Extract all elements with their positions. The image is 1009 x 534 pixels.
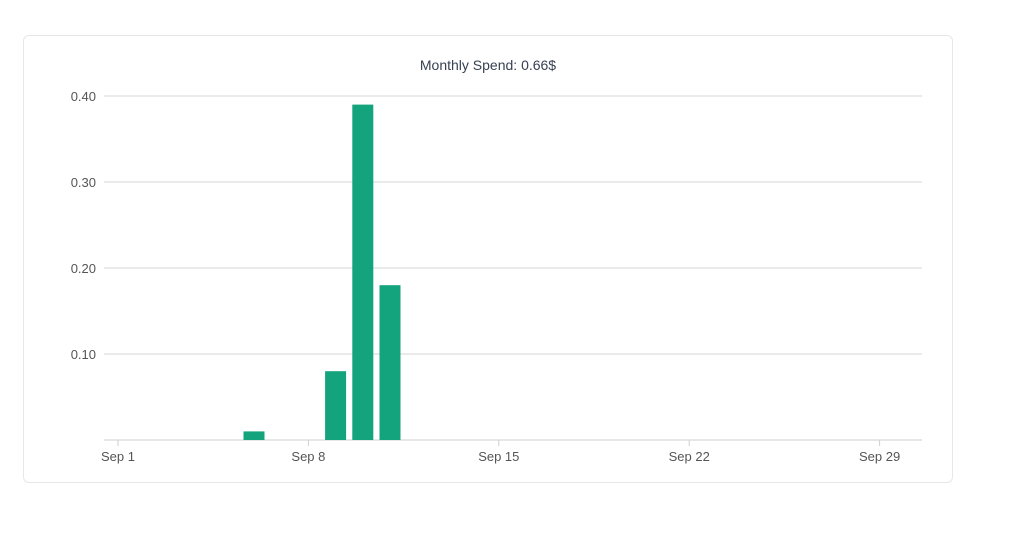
x-tick-label: Sep 15 (478, 449, 519, 464)
chart-card (23, 35, 953, 483)
spend-bar[interactable] (243, 431, 265, 440)
x-tick-label: Sep 8 (291, 449, 325, 464)
x-tick-label: Sep 1 (101, 449, 135, 464)
y-tick-label: 0.10 (71, 347, 96, 362)
y-tick-label: 0.40 (71, 89, 96, 104)
y-tick-label: 0.30 (71, 175, 96, 190)
x-tick-label: Sep 29 (859, 449, 900, 464)
spend-bar[interactable] (325, 371, 347, 440)
spend-bar[interactable] (379, 285, 401, 440)
x-tick-label: Sep 22 (669, 449, 710, 464)
chart-title: Monthly Spend: 0.66$ (420, 57, 556, 73)
spend-bar[interactable] (352, 104, 374, 440)
y-tick-label: 0.20 (71, 261, 96, 276)
